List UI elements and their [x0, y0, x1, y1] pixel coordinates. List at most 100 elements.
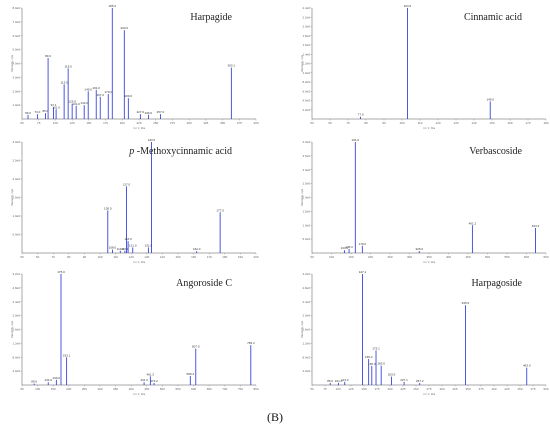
peak-label: 183.0: [377, 362, 385, 366]
y-axis-title: Intensity, cps: [10, 188, 14, 206]
x-tick-label: 600: [191, 387, 196, 391]
peak-label: 97.1: [51, 103, 57, 107]
x-tick-label: 700: [222, 387, 227, 391]
peak-label: 463.0: [523, 364, 531, 368]
x-tick-label: 150: [175, 255, 180, 259]
x-tick-label: 80: [364, 121, 368, 125]
x-axis-title: m / z, Da: [423, 260, 435, 264]
x-tick-label: 200: [253, 255, 258, 259]
y-tick-label: 2.4e6: [302, 6, 310, 10]
y-tick-label: 1.0e6: [12, 214, 20, 218]
y-tick-label: 8.0e5: [302, 355, 310, 359]
x-tick-label: 70: [52, 255, 56, 259]
x-tick-label: 125: [348, 387, 353, 391]
peak-label: 177.0: [216, 208, 224, 212]
x-tick-label: 80: [67, 255, 71, 259]
y-tick-label: 3.0e6: [12, 75, 20, 79]
panel-title: Harpagide: [190, 12, 232, 23]
peak-label: 105.0: [104, 206, 112, 210]
y-tick-label: 1.0e6: [12, 103, 20, 107]
x-tick-label: 100: [335, 387, 340, 391]
y-tick-label: 5.0e5: [12, 233, 20, 237]
peak-label: 131.0: [72, 102, 80, 106]
peak-label: 239.0: [145, 111, 153, 115]
x-axis-title: m / z, Da: [423, 126, 435, 130]
y-tick-label: 8.0e5: [12, 355, 20, 359]
x-tick-label: 200: [66, 387, 71, 391]
y-tick-label: 2.0e6: [12, 314, 20, 318]
y-tick-label: 1.0e6: [302, 223, 310, 227]
peak-label: 89.0: [31, 380, 37, 384]
y-tick-label: 3.5e6: [302, 154, 310, 158]
peak-label: 623.2: [532, 224, 540, 228]
peak-label: 113.0: [341, 378, 349, 382]
peak-label: 103.0: [404, 4, 412, 8]
peak-label: 85.0: [327, 379, 333, 383]
peak-label: 161.0: [352, 138, 360, 142]
y-tick-label: 1.5e6: [12, 196, 20, 200]
peak-label: 473.2: [150, 379, 158, 383]
x-axis-title: m / z, Da: [133, 126, 145, 130]
x-tick-label: 300: [97, 387, 102, 391]
x-tick-label: 125: [70, 121, 75, 125]
x-tick-label: 100: [399, 121, 404, 125]
y-tick-label: 8.0e5: [302, 80, 310, 84]
x-tick-label: 450: [465, 255, 470, 259]
peak-label: 783.4: [247, 341, 255, 345]
peak-label: 108.0: [109, 246, 117, 250]
peak-label: 162.0: [193, 247, 201, 251]
x-tick-label: 50: [310, 255, 314, 259]
x-tick-label: 110: [113, 255, 118, 259]
x-tick-label: 325: [452, 387, 457, 391]
spectrum-chart: 2.0e5 4.0e5 6.0e5 8.0e5 1.0e6 1.2e6 1.4e6 1.6e6…: [300, 4, 549, 130]
y-tick-label: 3.0e6: [12, 140, 20, 144]
peak-label: 345.0: [462, 301, 470, 305]
y-tick-label: 2.5e6: [12, 159, 20, 163]
y-tick-label: 1.6e6: [12, 328, 20, 332]
peak-label: 113.0: [117, 247, 125, 251]
x-tick-label: 175: [374, 387, 379, 391]
x-tick-label: 100: [35, 387, 40, 391]
x-tick-label: 180: [222, 255, 227, 259]
y-tick-label: 1.5e6: [302, 209, 310, 213]
peak-label: 363.1: [228, 64, 236, 68]
x-axis-title: m / z, Da: [423, 392, 435, 396]
spectrum-chart: 5.0e5 1.0e6 1.5e6 2.0e6 2.5e6 3.0e6 50 60 70 80 90…: [10, 138, 259, 264]
y-axis-title: Intensity, cps: [300, 320, 304, 338]
x-tick-label: 300: [407, 255, 412, 259]
axis-frame: [21, 274, 256, 386]
y-tick-label: 1.6e6: [302, 328, 310, 332]
y-tick-label: 2.2e6: [302, 15, 310, 19]
x-tick-label: 60: [328, 121, 332, 125]
spectrum-chart: 1.0e6 2.0e6 3.0e6 4.0e6 5.0e6 6.0e6 7.0e6 8.0e6…: [10, 4, 259, 130]
x-tick-label: 450: [517, 387, 522, 391]
peak-label: 117.0: [123, 182, 131, 186]
peak-label: 101.0: [335, 379, 343, 383]
peak-label: 209.0: [125, 94, 133, 98]
x-tick-label: 400: [253, 121, 258, 125]
panel-p-methoxycinnamic-acid: 5.0e5 1.0e6 1.5e6 2.0e6 2.5e6 3.0e6 50 60 70 80 90…: [10, 138, 260, 266]
peak-label: 203.0: [121, 26, 129, 30]
x-tick-label: 150: [361, 387, 366, 391]
x-tick-label: 50: [20, 387, 24, 391]
peak-label: 134.0: [44, 378, 52, 382]
spectrum-chart: 4.0e5 8.0e5 1.2e6 1.6e6 2.0e6 2.4e6 2.8e6 3.2e6…: [300, 270, 549, 396]
x-tick-label: 275: [426, 387, 431, 391]
peak-label: 89.0: [45, 54, 51, 58]
x-tick-label: 160: [507, 121, 512, 125]
x-tick-label: 550: [504, 255, 509, 259]
x-tick-label: 400: [491, 387, 496, 391]
x-tick-label: 200: [387, 387, 392, 391]
x-tick-label: 250: [387, 255, 392, 259]
y-tick-label: 3.2e6: [12, 272, 20, 276]
peak-label: 325.0: [415, 247, 423, 251]
y-tick-label: 2.0e6: [302, 314, 310, 318]
x-tick-label: 70: [346, 121, 350, 125]
y-tick-label: 4.0e5: [12, 369, 20, 373]
figure-label: (B): [267, 410, 283, 424]
y-tick-label: 2.0e6: [302, 25, 310, 29]
panel-title: Harpagoside: [471, 278, 522, 289]
x-tick-label: 300: [187, 121, 192, 125]
x-tick-label: 180: [543, 121, 548, 125]
peak-label: 461.2: [469, 221, 477, 225]
